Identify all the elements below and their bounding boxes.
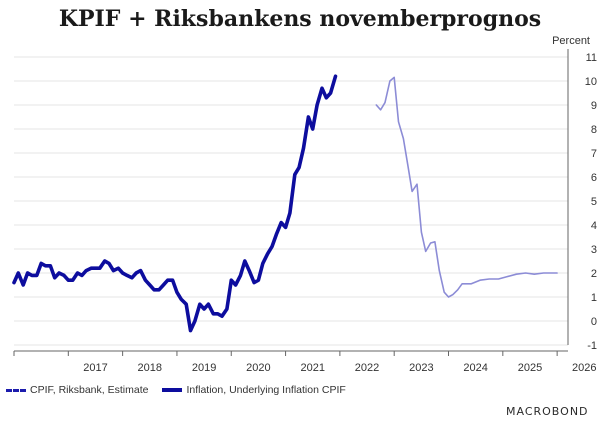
y-axis-labels: -1 0 1 2 3 4 5 6 7 8 9 10 11 [585, 52, 597, 352]
x-axis: 2017 2018 2019 2020 2021 2022 2023 2024 2025 2026 [13, 350, 597, 374]
y-tick-label: 11 [586, 52, 597, 64]
legend-label-actual: Inflation, Underlying Inflation CPIF [186, 384, 346, 396]
x-tick-label: 2018 [138, 362, 162, 374]
y-tick-label: 8 [591, 124, 597, 136]
legend-item-actual: Inflation, Underlying Inflation CPIF [162, 384, 346, 396]
brand-logo: MACROBOND [506, 405, 589, 418]
legend-swatch-solid [162, 388, 183, 392]
y-tick-label: 10 [585, 76, 597, 88]
y-tick-label: 4 [591, 220, 597, 232]
y-unit-label: Percent [552, 35, 590, 47]
x-tick-label: 2017 [83, 362, 107, 374]
y-tick-label: 9 [591, 100, 597, 112]
x-tick-label: 2026 [572, 362, 596, 374]
legend-label-estimate: CPIF, Riksbank, Estimate [30, 384, 149, 396]
series-lines [12, 74, 558, 333]
x-tick-label: 2020 [246, 362, 270, 374]
y-tick-label: 0 [591, 316, 597, 328]
x-tick-label: 2022 [355, 362, 379, 374]
y-tick-label: -1 [587, 340, 597, 352]
x-tick-label: 2025 [518, 362, 542, 374]
legend-swatch-dashed [6, 388, 26, 392]
y-tick-label: 6 [591, 172, 597, 184]
series-line-estimate [375, 76, 558, 298]
y-tick-label: 7 [591, 148, 597, 160]
legend-item-estimate: CPIF, Riksbank, Estimate [6, 384, 148, 396]
x-tick-label: 2019 [192, 362, 216, 374]
y-tick-label: 3 [591, 244, 597, 256]
gridlines [14, 49, 569, 346]
legend: CPIF, Riksbank, Estimate Inflation, Unde… [6, 384, 346, 396]
y-tick-label: 1 [591, 292, 597, 304]
y-tick-label: 2 [591, 268, 597, 280]
y-tick-label: 5 [591, 196, 597, 208]
x-tick-label: 2023 [409, 362, 433, 374]
x-tick-label: 2024 [463, 362, 487, 374]
series-line-actual [12, 74, 338, 333]
x-tick-label: 2021 [300, 362, 324, 374]
chart-title: KPIF + Riksbankens novemberprognos [58, 6, 542, 32]
